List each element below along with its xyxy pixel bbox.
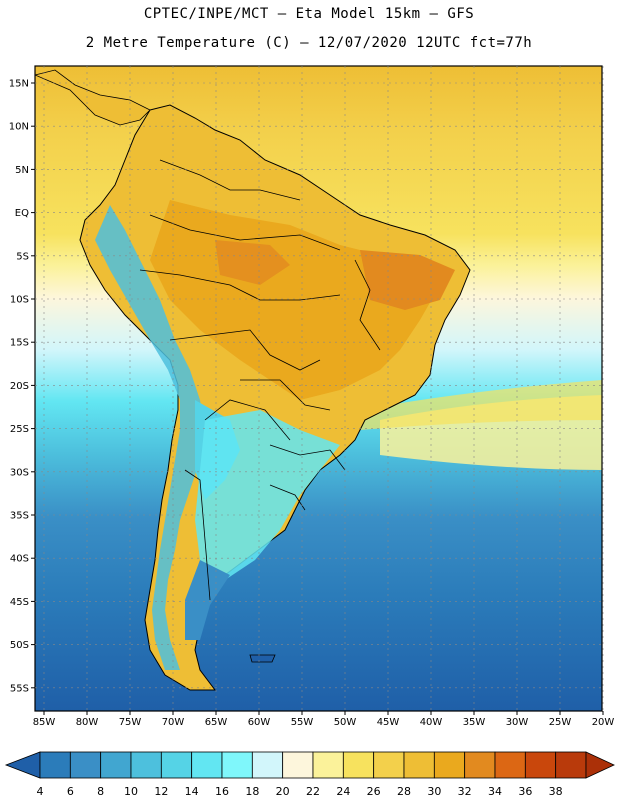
- lon-label: 75W: [119, 717, 142, 728]
- map-canvas: [35, 66, 602, 711]
- colorbar-label: 28: [397, 785, 411, 798]
- falkland-islands: [249, 654, 276, 663]
- lat-label: 25S: [10, 424, 29, 435]
- ocean-warm-band-2: [360, 380, 602, 430]
- lat-label: 45S: [10, 597, 29, 608]
- map-border: [34, 65, 603, 712]
- colorbar-label: 18: [245, 785, 259, 798]
- colorbar-label: 10: [124, 785, 138, 798]
- colorbar-left-arrow: [4, 751, 41, 779]
- lat-label: 20S: [10, 381, 29, 392]
- colorbar-label: 38: [549, 785, 563, 798]
- colorbar-swatch: [342, 751, 375, 779]
- southern-cone-region: [195, 410, 340, 580]
- colorbar-label: 4: [37, 785, 44, 798]
- colorbar-swatch: [464, 751, 496, 779]
- colorbar-swatch: [130, 751, 162, 779]
- lat-label: EQ: [15, 208, 29, 219]
- colorbar-label: 12: [154, 785, 168, 798]
- lon-label: 25W: [549, 717, 572, 728]
- map-title: CPTEC/INPE/MCT – Eta Model 15km – GFS: [143, 6, 475, 22]
- lat-label: 40S: [10, 554, 29, 565]
- lon-label: 45W: [377, 717, 400, 728]
- colorbar-swatch: [221, 751, 253, 779]
- lon-label: 85W: [33, 717, 56, 728]
- graticule: [31, 66, 604, 715]
- lon-label: 65W: [205, 717, 228, 728]
- colorbar-label: 8: [97, 785, 104, 798]
- lon-label: 80W: [76, 717, 99, 728]
- colorbar-swatch: [191, 751, 223, 779]
- colorbar-label: 34: [488, 785, 502, 798]
- lat-label: 10S: [10, 295, 29, 306]
- colorbar: 4 6 8 10 12 14 16 18 20 22 24 26 28 30 32 34 36 38: [4, 751, 615, 798]
- lat-label: 5N: [15, 165, 29, 176]
- colorbar-swatch: [251, 751, 284, 779]
- colorbar-swatch: [160, 751, 193, 779]
- patagonia-region: [185, 560, 230, 640]
- lon-label: 30W: [506, 717, 529, 728]
- colorbar-label: 22: [306, 785, 320, 798]
- colorbar-label: 24: [336, 785, 350, 798]
- hot-core-amazon: [215, 240, 290, 285]
- lon-label: 50W: [334, 717, 357, 728]
- colorbar-label: 6: [67, 785, 74, 798]
- colorbar-label: 16: [215, 785, 229, 798]
- lat-label: 5S: [16, 251, 29, 262]
- map-subtitle: 2 Metre Temperature (C) – 12/07/2020 12U…: [85, 35, 533, 51]
- colorbar-swatch: [373, 751, 405, 779]
- colorbar-label: 26: [367, 785, 381, 798]
- colorbar-label: 20: [276, 785, 290, 798]
- colorbar-swatch: [282, 751, 314, 779]
- colorbar-swatch: [39, 751, 71, 779]
- country-borders: [139, 159, 381, 601]
- colorbar-swatch: [69, 751, 102, 779]
- latitude-labels: 15N 10N 5N EQ 5S 10S 15S 20S 25S 30S 35S 40S 45S 50S 5…: [9, 79, 29, 695]
- colorbar-swatch: [433, 751, 466, 779]
- lat-label: 55S: [10, 683, 29, 694]
- colorbar-swatch: [403, 751, 435, 779]
- lat-label: 15N: [9, 79, 29, 90]
- lat-label: 50S: [10, 640, 29, 651]
- colorbar-swatch: [524, 751, 557, 779]
- central-america: [35, 69, 151, 126]
- colorbar-label: 14: [185, 785, 199, 798]
- lat-label: 10N: [9, 122, 29, 133]
- longitude-labels: 85W 80W 75W 70W 65W 60W 55W 50W 45W 40W 35W 30W 25W 2…: [33, 717, 615, 728]
- lon-label: 70W: [162, 717, 185, 728]
- colorbar-swatch: [312, 751, 344, 779]
- lon-label: 55W: [291, 717, 314, 728]
- colorbar-right-arrow: [585, 751, 615, 779]
- colorbar-label: 36: [518, 785, 532, 798]
- colorbar-swatch: [100, 751, 132, 779]
- lat-label: 30S: [10, 467, 29, 478]
- lon-label: 60W: [248, 717, 271, 728]
- colorbar-label: 30: [427, 785, 441, 798]
- lon-label: 35W: [463, 717, 486, 728]
- colorbar-swatch: [494, 751, 526, 779]
- lon-label: 40W: [420, 717, 443, 728]
- lon-label: 20W: [592, 717, 615, 728]
- lat-label: 35S: [10, 511, 29, 522]
- colorbar-swatch: [555, 751, 587, 779]
- andes-cold-strip: [95, 205, 205, 670]
- lat-label: 15S: [10, 338, 29, 349]
- colorbar-label: 32: [458, 785, 472, 798]
